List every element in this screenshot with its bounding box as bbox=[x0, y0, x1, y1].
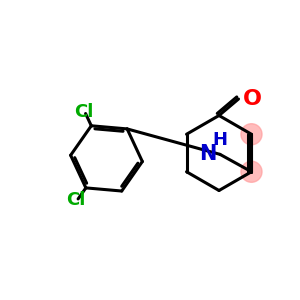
Circle shape bbox=[241, 124, 262, 145]
Text: Cl: Cl bbox=[66, 191, 85, 209]
Circle shape bbox=[241, 161, 262, 182]
Text: H: H bbox=[212, 131, 227, 149]
Text: Cl: Cl bbox=[74, 103, 94, 121]
Text: O: O bbox=[242, 89, 261, 109]
Text: N: N bbox=[199, 144, 216, 164]
